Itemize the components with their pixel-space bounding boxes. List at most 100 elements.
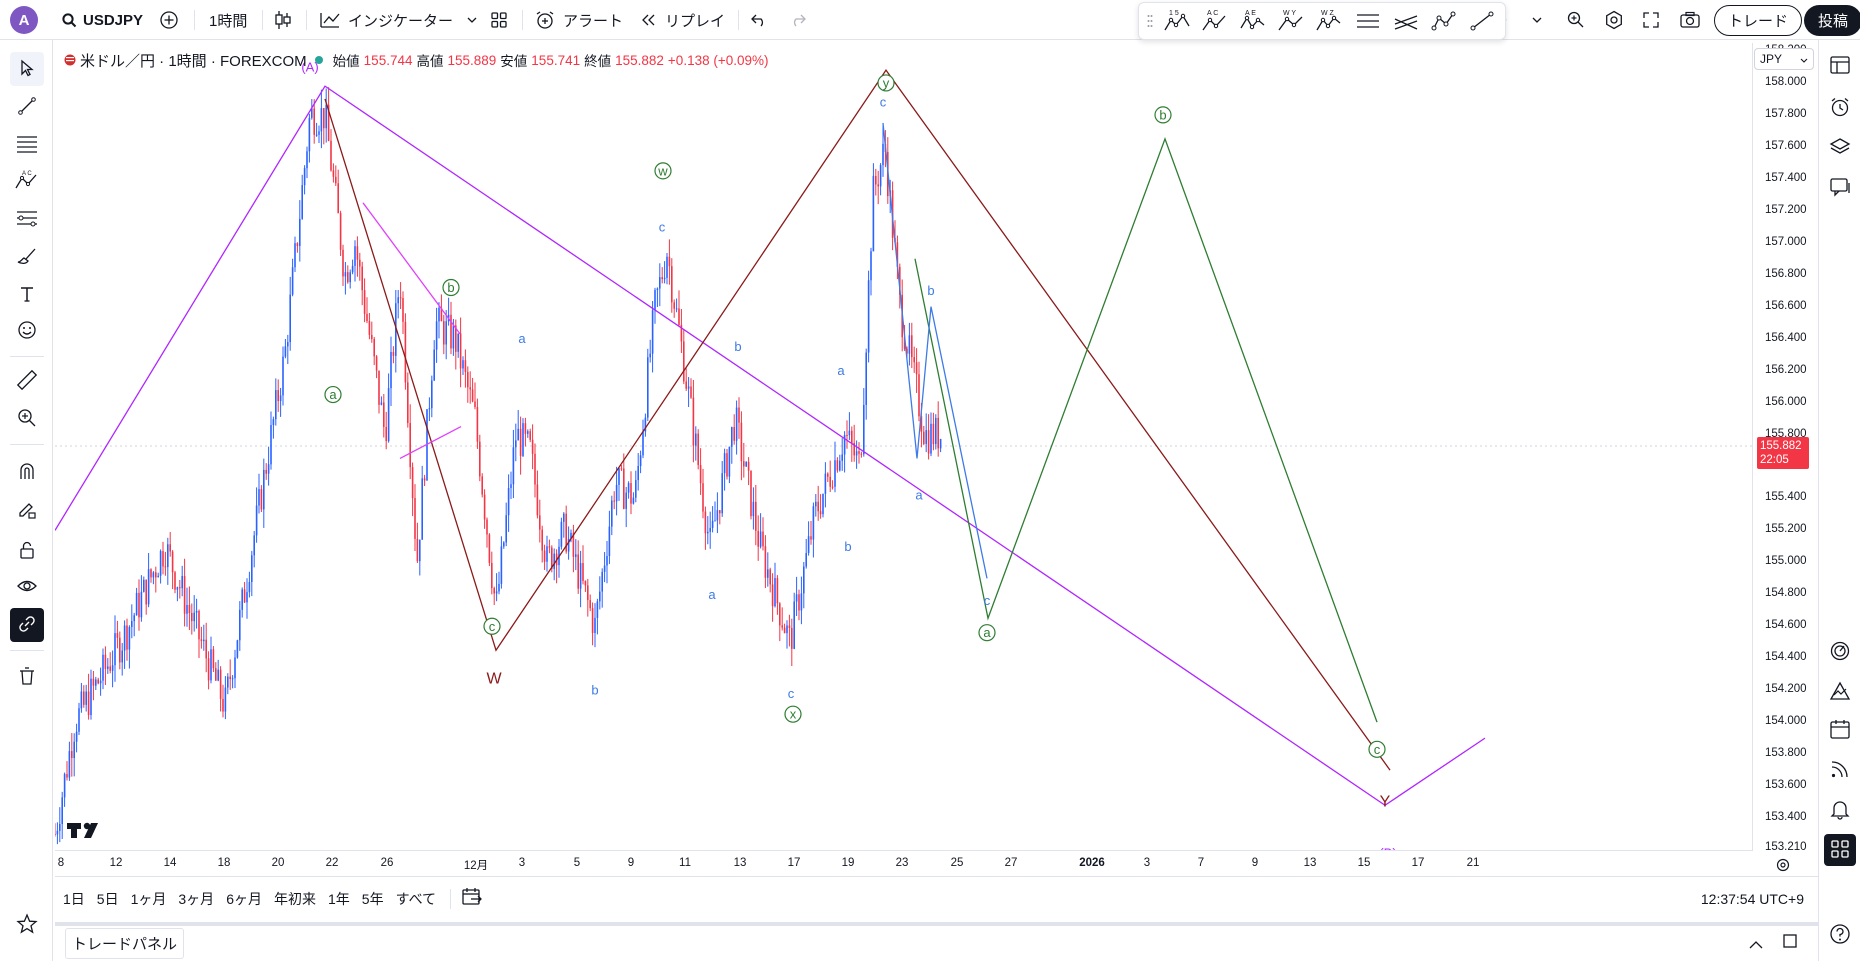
range-button[interactable]: 5年: [361, 890, 384, 907]
chart-type-button[interactable]: [273, 0, 293, 40]
wave-projection-line[interactable]: [55, 85, 1486, 807]
lock-drawings-tool[interactable]: [10, 534, 44, 568]
news-button[interactable]: [1824, 754, 1856, 786]
range-button[interactable]: 6ヶ月: [226, 890, 262, 907]
wave-label[interactable]: Y: [1380, 794, 1391, 811]
axis-settings-button[interactable]: [1776, 858, 1790, 875]
replay-button[interactable]: リプレイ: [641, 0, 725, 40]
hide-drawings-tool[interactable]: [10, 570, 44, 604]
symbol-search-button[interactable]: USDJPY: [62, 0, 143, 40]
time-axis[interactable]: 8 12 14 18 20 22 26 12月 3 5 9 11 13 17 19 23 25 27 2026 3 7 9…: [55, 850, 1752, 876]
remove-drawings-tool[interactable]: [10, 660, 44, 694]
wave-label[interactable]: c: [1374, 742, 1381, 757]
fib-tool[interactable]: [10, 128, 44, 162]
wave-label[interactable]: a: [837, 363, 845, 378]
elliott-triple-combo-icon[interactable]: W Z: [1314, 6, 1345, 36]
elliott-impulse-icon[interactable]: 1 5: [1162, 6, 1193, 36]
wave-label[interactable]: w: [657, 163, 668, 178]
undo-button[interactable]: [750, 0, 768, 40]
price-scale[interactable]: 158.200158.000157.800157.600157.400157.2…: [1752, 43, 1818, 853]
wave-label[interactable]: a: [329, 387, 337, 402]
cursor-tool[interactable]: [10, 52, 44, 86]
brush-tool[interactable]: [10, 240, 44, 274]
trade-button[interactable]: トレード: [1714, 0, 1803, 40]
help-button[interactable]: [1824, 919, 1856, 951]
trade-panel-tab[interactable]: トレードパネル: [65, 928, 185, 959]
emoji-tool[interactable]: [10, 314, 44, 348]
fullscreen-button[interactable]: [1642, 0, 1660, 40]
zoom-tool[interactable]: [10, 402, 44, 436]
wave-label[interactable]: b: [927, 283, 934, 298]
fib-channel-icon[interactable]: [1390, 6, 1421, 36]
indicators-button[interactable]: インジケーター: [319, 0, 477, 40]
chats-button[interactable]: [1824, 172, 1856, 204]
wave-projection-line[interactable]: [324, 69, 1391, 771]
trend-line-tool[interactable]: [10, 90, 44, 124]
user-avatar[interactable]: A: [10, 6, 38, 34]
quick-search-button[interactable]: [1566, 0, 1586, 40]
timezone-clock[interactable]: 12:37:54 UTC+9: [1700, 891, 1804, 907]
wave-label[interactable]: b: [591, 683, 598, 698]
keep-drawing-tool[interactable]: [10, 494, 44, 528]
wave-label[interactable]: c: [489, 619, 496, 634]
wave-label[interactable]: W: [486, 671, 502, 688]
wave-label[interactable]: c: [880, 95, 887, 110]
wave-label[interactable]: X: [879, 43, 890, 44]
sync-drawings-tool[interactable]: [10, 608, 44, 642]
settings-button[interactable]: [1604, 0, 1624, 40]
alert-button[interactable]: アラート: [535, 0, 623, 40]
interval-button[interactable]: 1時間: [209, 0, 247, 40]
drag-handle-icon[interactable]: [1145, 14, 1155, 28]
range-button[interactable]: 年初来: [273, 890, 316, 907]
elliott-double-combo-icon[interactable]: W Y: [1276, 6, 1307, 36]
range-button[interactable]: 1ヶ月: [130, 890, 167, 907]
wave-label[interactable]: (A): [301, 59, 318, 74]
pattern-tool[interactable]: A C: [10, 164, 44, 198]
layouts-button[interactable]: [490, 0, 508, 40]
collapse-panel-button[interactable]: [1749, 936, 1763, 952]
compare-symbol-button[interactable]: [159, 0, 179, 40]
ideas-stream-button[interactable]: [1824, 676, 1856, 708]
wave-projection-line[interactable]: [914, 136, 1378, 723]
wave-path-line[interactable]: [882, 122, 988, 579]
snapshot-button[interactable]: [1679, 0, 1701, 40]
text-tool[interactable]: [10, 278, 44, 312]
notifications-button[interactable]: [1824, 794, 1856, 826]
range-button[interactable]: すべて: [395, 890, 437, 907]
symbol-description[interactable]: 米ドル／円 · 1時間 · FOREXCOM: [80, 52, 307, 70]
wave-label[interactable]: c: [659, 219, 666, 234]
alerts-panel-button[interactable]: [1824, 92, 1856, 124]
layout-menu-button[interactable]: [1532, 0, 1542, 40]
magnet-tool[interactable]: [10, 455, 44, 489]
wave-label[interactable]: y: [883, 75, 890, 90]
range-button[interactable]: 3ヶ月: [178, 890, 215, 907]
range-button[interactable]: 5日: [96, 890, 119, 907]
parallel-channel-icon[interactable]: [1352, 6, 1383, 36]
maximize-panel-button[interactable]: [1783, 934, 1797, 951]
range-button[interactable]: 1年: [327, 890, 350, 907]
wave-label[interactable]: (B): [1379, 846, 1396, 850]
wave-label[interactable]: b: [844, 539, 851, 554]
wave-label[interactable]: b: [734, 339, 741, 354]
watchlist-button[interactable]: [1824, 50, 1856, 82]
wave-label[interactable]: b: [1159, 107, 1166, 122]
technicals-button[interactable]: [1824, 636, 1856, 668]
elliott-triangle-icon[interactable]: A E: [1238, 6, 1269, 36]
price-chart[interactable]: (A) (B) X W Ya b c w x y a b c a b c b a c a b c b a c: [55, 43, 1752, 850]
wave-label[interactable]: c: [788, 686, 795, 701]
products-button[interactable]: [1824, 834, 1856, 866]
elliott-correction-icon[interactable]: A C: [1200, 6, 1231, 36]
trend-line-icon[interactable]: [1466, 6, 1497, 36]
wave-label[interactable]: x: [790, 707, 797, 722]
measure-tool[interactable]: [10, 364, 44, 398]
trend-line[interactable]: [399, 425, 462, 460]
forecast-tool[interactable]: [10, 202, 44, 236]
object-tree-button[interactable]: [1824, 132, 1856, 164]
wave-label[interactable]: a: [915, 488, 923, 503]
currency-dropdown[interactable]: JPY: [1754, 48, 1814, 70]
redo-button[interactable]: [789, 0, 807, 40]
wave-label[interactable]: a: [708, 587, 716, 602]
wave-label[interactable]: c: [984, 593, 991, 608]
trend-line[interactable]: [362, 202, 461, 335]
favorites-tool[interactable]: [10, 908, 44, 942]
